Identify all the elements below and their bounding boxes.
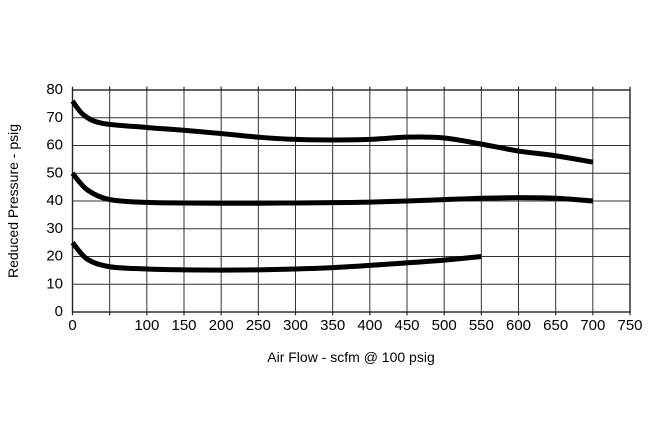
svg-text:50: 50 [46, 164, 63, 181]
svg-text:450: 450 [394, 317, 419, 334]
svg-text:700: 700 [580, 317, 605, 334]
svg-text:20: 20 [46, 248, 63, 265]
svg-text:550: 550 [469, 317, 494, 334]
svg-text:0: 0 [55, 303, 63, 320]
svg-text:400: 400 [357, 317, 382, 334]
svg-text:600: 600 [506, 317, 531, 334]
svg-text:30: 30 [46, 220, 63, 237]
svg-text:80: 80 [46, 81, 63, 98]
svg-text:500: 500 [432, 317, 457, 334]
svg-text:70: 70 [46, 109, 63, 126]
svg-text:Reduced Pressure - psig: Reduced Pressure - psig [5, 124, 21, 278]
svg-text:10: 10 [46, 275, 63, 292]
svg-text:100: 100 [134, 317, 159, 334]
svg-text:60: 60 [46, 137, 63, 154]
svg-text:300: 300 [283, 317, 308, 334]
svg-text:650: 650 [543, 317, 568, 334]
svg-text:40: 40 [46, 192, 63, 209]
svg-text:0: 0 [68, 317, 76, 334]
svg-text:Air Flow - scfm @ 100 psig: Air Flow - scfm @ 100 psig [267, 349, 434, 365]
svg-text:250: 250 [246, 317, 271, 334]
svg-text:350: 350 [320, 317, 345, 334]
svg-text:750: 750 [617, 317, 642, 334]
svg-text:200: 200 [209, 317, 234, 334]
svg-text:150: 150 [171, 317, 196, 334]
